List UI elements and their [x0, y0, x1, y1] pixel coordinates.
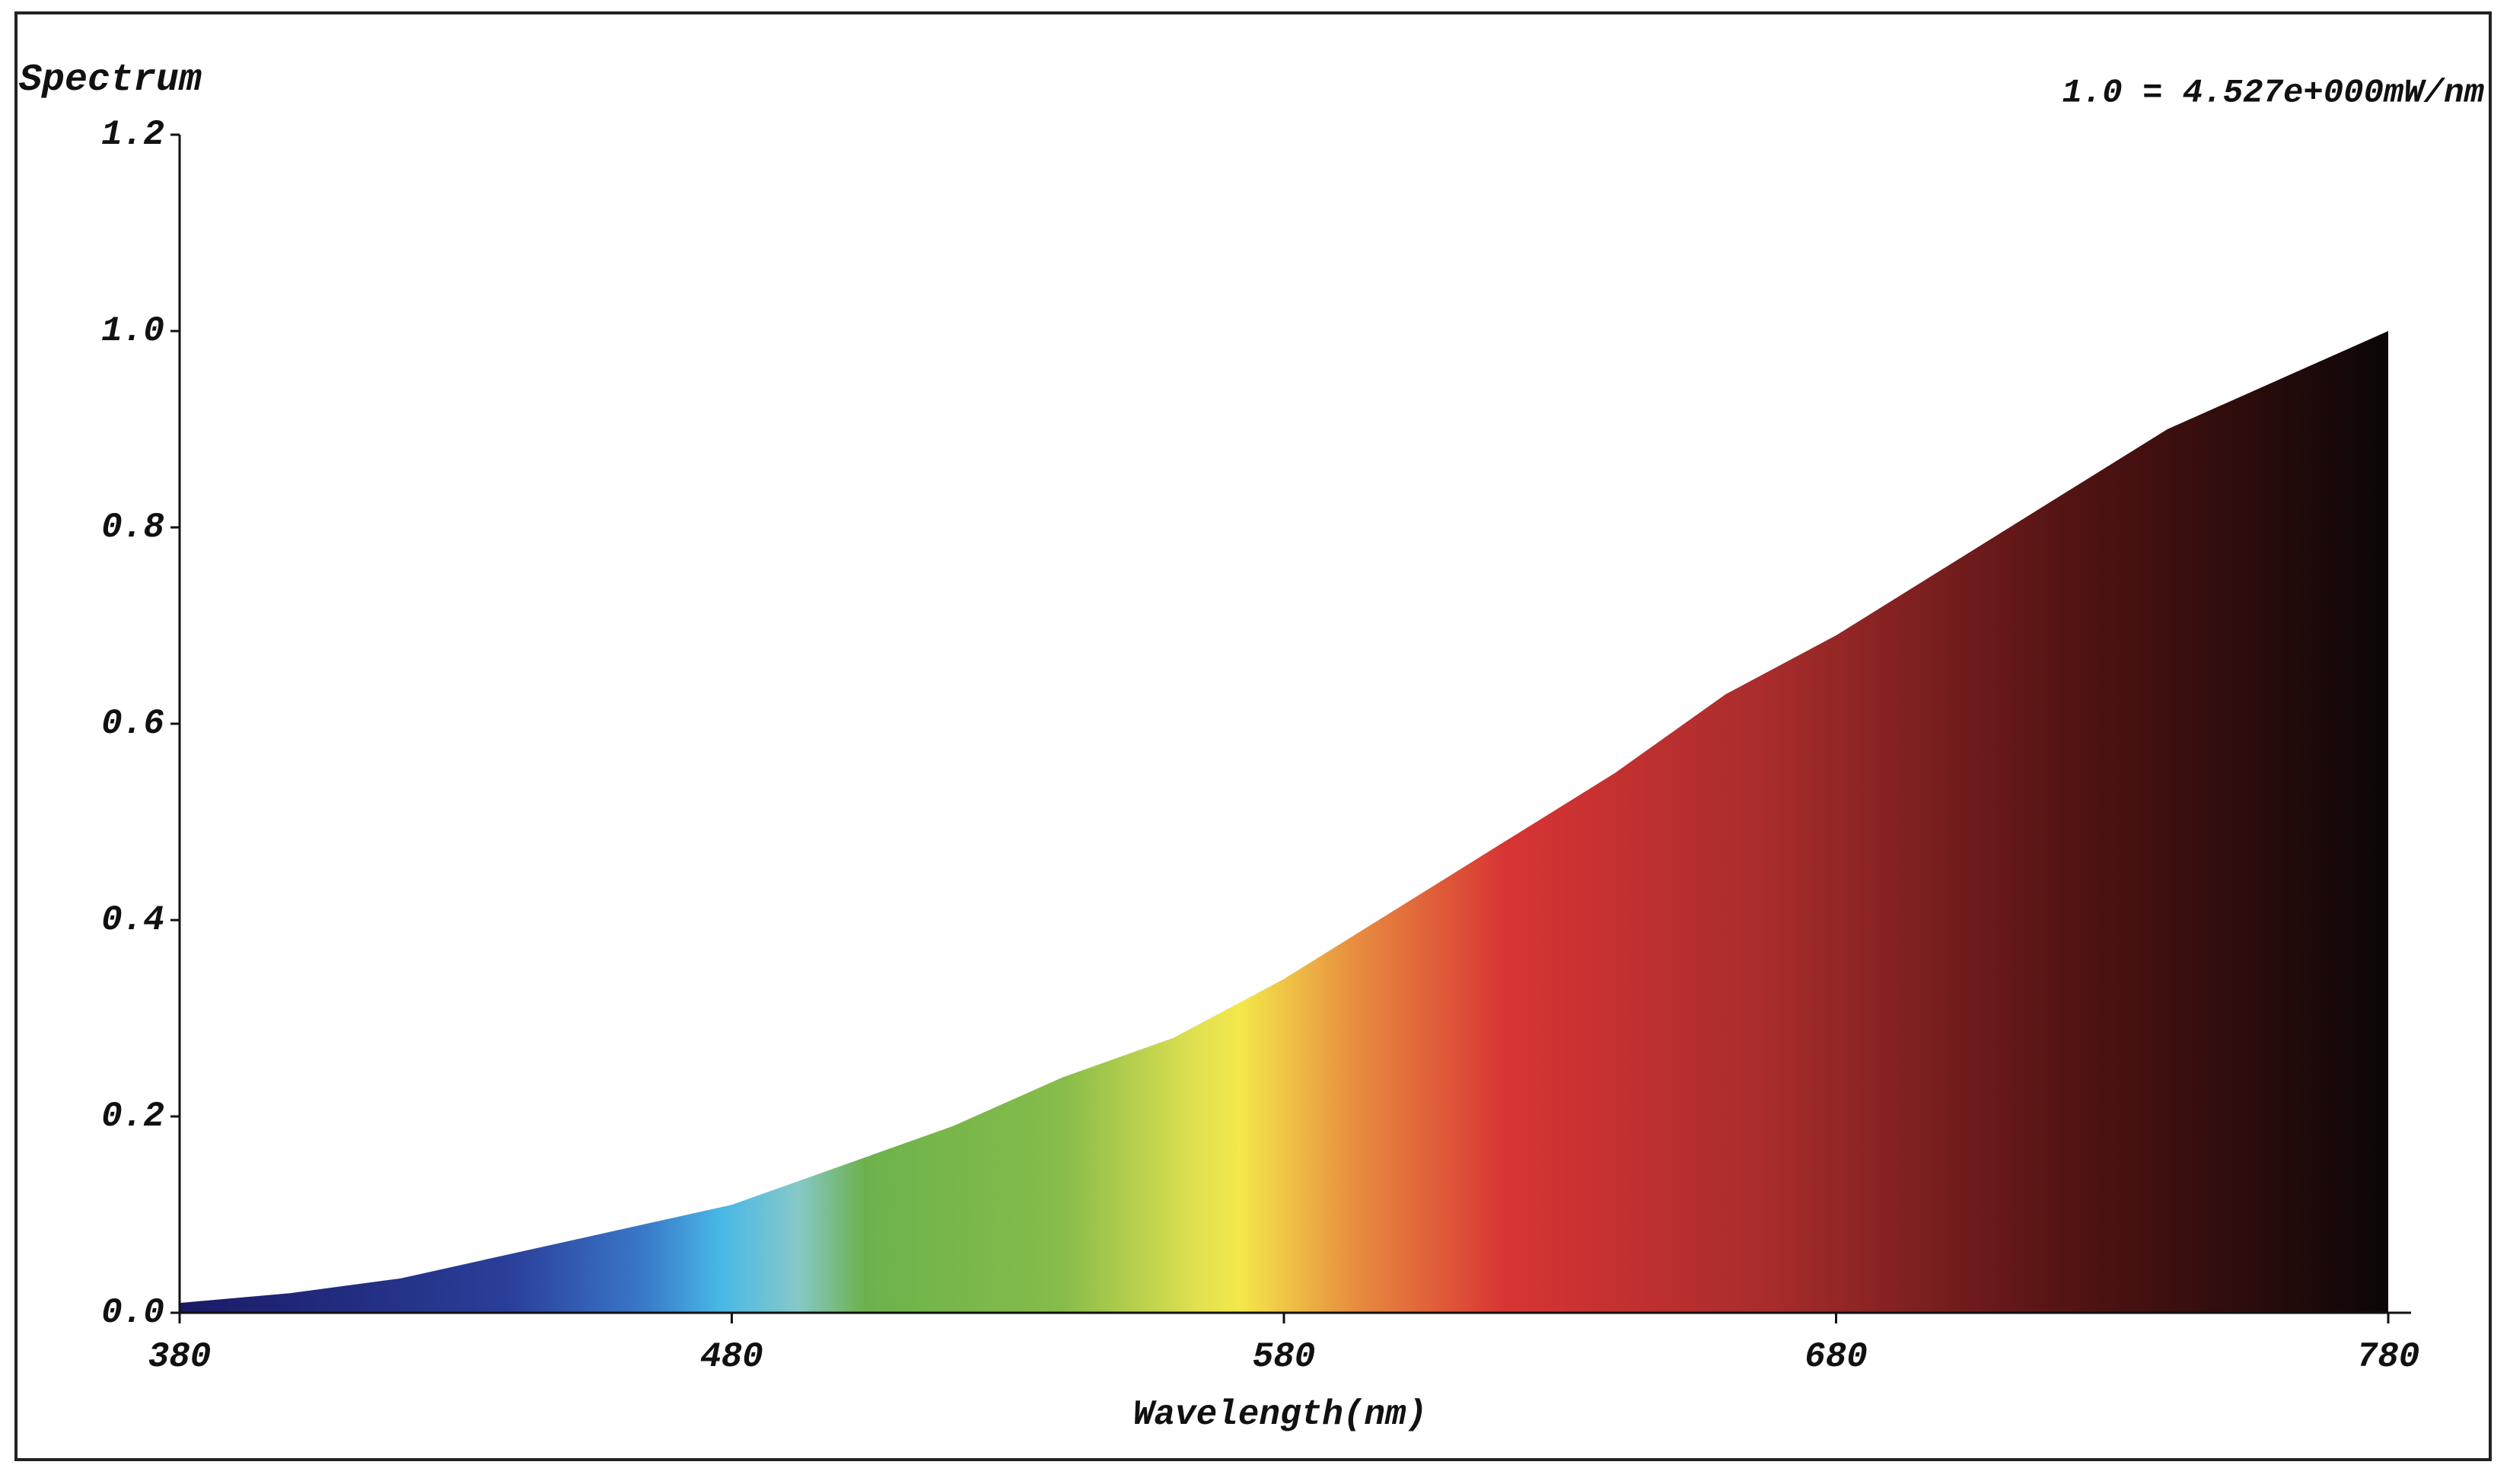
y-tick-label: 0.0 — [101, 1293, 164, 1333]
x-tick-label: 780 — [2357, 1337, 2420, 1377]
spectrum-area — [180, 331, 2388, 1313]
x-axis-label: Wavelength(nm) — [1133, 1395, 1427, 1435]
chart-title: Spectrum — [19, 59, 202, 102]
x-tick-label: 580 — [1253, 1337, 1316, 1377]
x-tick-label: 480 — [700, 1337, 763, 1377]
y-tick-label: 0.4 — [101, 900, 164, 940]
x-tick-label: 380 — [148, 1337, 212, 1377]
x-tick-label: 680 — [1804, 1337, 1868, 1377]
y-tick-label: 0.6 — [101, 704, 164, 744]
frame — [14, 11, 2492, 1461]
annotation: 1.0 = 4.527e+000mW/nm — [2062, 75, 2485, 113]
y-tick-label: 1.0 — [101, 311, 164, 351]
y-tick-label: 0.2 — [101, 1097, 164, 1136]
y-tick-label: 1.2 — [101, 115, 164, 154]
y-tick-label: 0.8 — [101, 508, 164, 547]
